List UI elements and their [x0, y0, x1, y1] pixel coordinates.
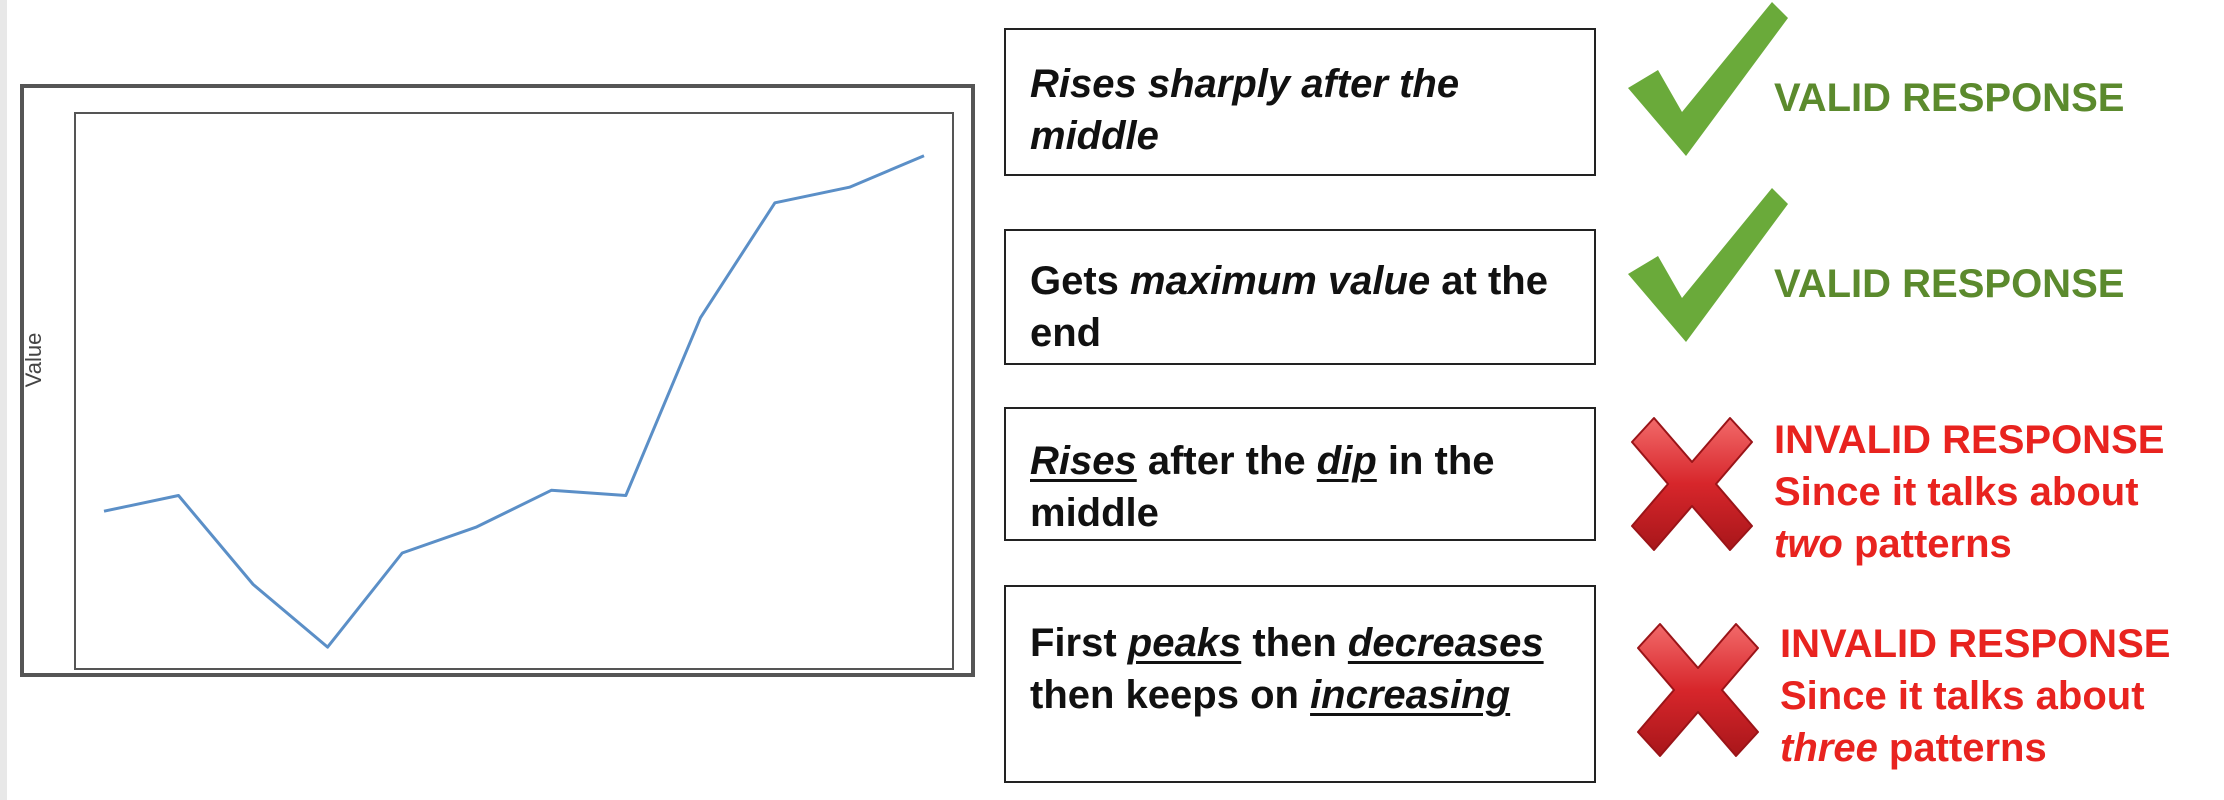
- checkmark-icon: [1628, 2, 1788, 156]
- statement-box-2: Gets maximum value at the end: [1004, 229, 1596, 365]
- verdict-3-reason-prefix: Since it talks about: [1774, 470, 2139, 514]
- y-axis-label: Value: [21, 332, 46, 388]
- cross-icon: [1631, 417, 1753, 551]
- verdict-3-label: INVALID RESPONSE: [1774, 418, 2165, 462]
- verdict-2-label: VALID RESPONSE: [1774, 262, 2125, 306]
- statement-4-text-part: increasing: [1310, 673, 1511, 717]
- statement-3-text-part: Rises: [1030, 439, 1137, 483]
- statement-box-3: Rises after the dip in the middle: [1004, 407, 1596, 541]
- statement-3-text-part: dip: [1316, 439, 1377, 483]
- statement-4-text-part: peaks: [1127, 621, 1242, 665]
- statement-1-text-part: Rises sharply after the middle: [1030, 62, 1460, 158]
- statement-4-text-part: then: [1241, 621, 1348, 665]
- verdict-4-reason-prefix: Since it talks about: [1780, 674, 2145, 718]
- line-chart-svg: [103, 154, 925, 649]
- verdict-2: VALID RESPONSE: [1774, 258, 2124, 310]
- verdict-3-reason: Since it talks about: [1774, 466, 2164, 518]
- plot-area: [74, 112, 954, 670]
- verdict-3-reason-suffix: patterns: [1842, 522, 2012, 566]
- chart-frame: Value: [20, 84, 975, 677]
- verdict-4-reason-suffix: patterns: [1877, 726, 2047, 770]
- statement-2-text-part: at the end: [1030, 259, 1548, 355]
- series-line: [103, 154, 925, 649]
- statement-4-text-part: First: [1030, 621, 1128, 665]
- verdict-4-reason: Since it talks about: [1780, 670, 2170, 722]
- statement-4-text-part: then keeps on: [1030, 673, 1311, 717]
- verdict-3-reason-line2: two patterns: [1774, 518, 2164, 570]
- statement-2-text-part: Gets: [1030, 259, 1131, 303]
- statement-3-text-part: after the: [1136, 439, 1317, 483]
- verdict-4-reason-emphasis: three: [1780, 726, 1878, 770]
- statement-2-text-part: maximum value: [1130, 259, 1431, 303]
- verdict-4: INVALID RESPONSE Since it talks about th…: [1780, 618, 2170, 774]
- verdict-3: INVALID RESPONSE Since it talks about tw…: [1774, 414, 2164, 570]
- verdict-3-reason-emphasis: two: [1774, 522, 1843, 566]
- verdict-4-reason-line2: three patterns: [1780, 722, 2170, 774]
- statement-box-1: Rises sharply after the middle: [1004, 28, 1596, 176]
- checkmark-icon: [1628, 188, 1788, 342]
- statement-box-4: First peaks then decreases then keeps on…: [1004, 585, 1596, 783]
- statement-3-text-part: in the middle: [1030, 439, 1495, 535]
- statement-4-text-part: decreases: [1347, 621, 1544, 665]
- verdict-1: VALID RESPONSE: [1774, 72, 2124, 124]
- verdict-4-label: INVALID RESPONSE: [1780, 622, 2171, 666]
- cross-icon: [1637, 623, 1759, 757]
- verdict-1-label: VALID RESPONSE: [1774, 76, 2125, 120]
- left-edge-rule: [0, 0, 7, 800]
